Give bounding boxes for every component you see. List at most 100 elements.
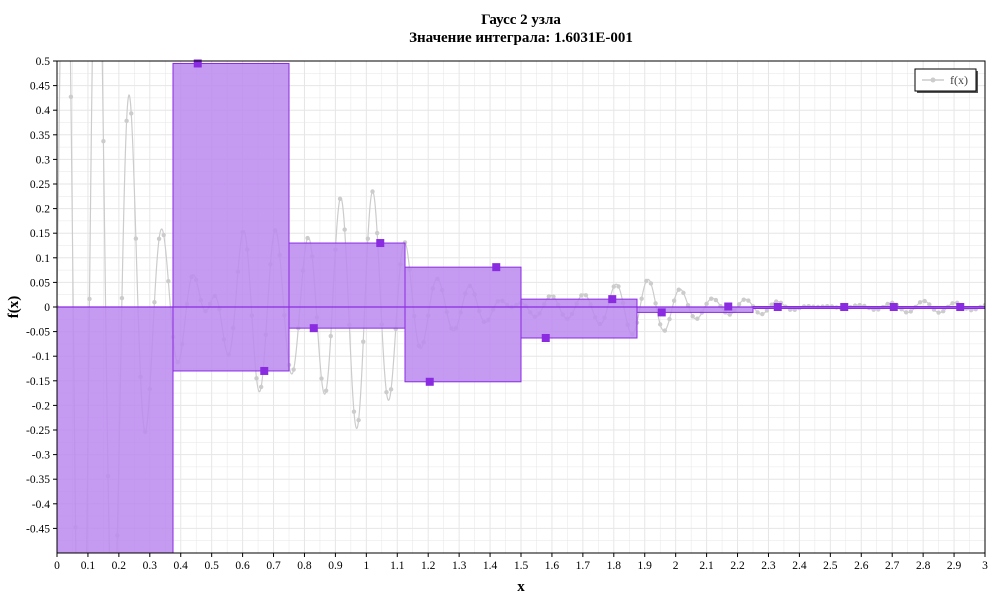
gauss-node [840, 303, 849, 311]
function-point [161, 232, 166, 238]
function-point [755, 310, 760, 315]
chart-subtitle: Значение интеграла: 1.6031E-001 [409, 30, 633, 46]
x-tick-label: 1.9 [638, 560, 653, 572]
function-point [365, 236, 371, 241]
bar [520, 306, 638, 339]
x-tick-label: 2.5 [823, 560, 838, 572]
x-axis-label: x [517, 579, 525, 595]
x-tick-label: 0.4 [174, 560, 189, 572]
gauss-node [193, 59, 202, 68]
function-point [129, 111, 134, 116]
function-point [254, 376, 259, 381]
bar [172, 306, 290, 372]
x-tick-label: 2 [673, 560, 679, 572]
gauss-node [309, 324, 318, 333]
y-tick-label: 0.35 [30, 130, 50, 142]
bar [404, 266, 522, 308]
y-tick-label: 0.25 [30, 179, 50, 191]
function-point [760, 311, 765, 317]
x-tick-label: 0.3 [143, 560, 158, 572]
function-point [319, 376, 324, 381]
y-tick-label: -0.3 [32, 450, 50, 462]
function-point [936, 310, 941, 315]
function-point [667, 316, 672, 322]
x-axis-ticks: 0 0.1 0.2 0.3 0.4 0.5 0.6 0.7 0.8 0.9 1 1.1 1.2 1.3 1.… [54, 553, 988, 572]
function-point [713, 297, 719, 303]
gauss-node [608, 295, 617, 304]
function-point [704, 301, 709, 307]
x-tick-label: 0.2 [112, 560, 127, 572]
chart-title: Гаусс 2 узла [481, 12, 561, 28]
x-tick-label: 0.8 [297, 560, 312, 572]
function-point [927, 302, 932, 307]
legend: f(x) [914, 68, 978, 93]
function-point [639, 296, 644, 301]
function-point [133, 236, 139, 241]
function-point [648, 281, 654, 286]
x-tick-label: 2.9 [947, 560, 962, 572]
function-point [124, 118, 129, 124]
function-point [583, 293, 589, 298]
function-point [653, 301, 658, 306]
function-point [291, 367, 296, 372]
gauss-node [773, 303, 782, 311]
gauss-node [492, 263, 501, 272]
function-point [941, 308, 946, 314]
function-point [917, 300, 923, 305]
y-axis-label: f(x) [6, 296, 22, 319]
x-tick-label: 2.8 [916, 560, 931, 572]
bar [56, 306, 174, 554]
function-point [662, 328, 668, 333]
x-tick-label: 3 [982, 560, 988, 572]
y-tick-label: 0.1 [36, 253, 51, 265]
x-tick-label: 1.8 [607, 560, 622, 572]
x-tick-label: 0.7 [266, 560, 281, 572]
gauss-node [425, 377, 434, 386]
gauss-node [889, 303, 898, 311]
x-tick-label: 1.7 [576, 560, 591, 572]
function-point [361, 339, 366, 344]
bar [404, 306, 522, 383]
function-point [769, 302, 774, 307]
x-tick-label: 0.1 [81, 560, 96, 572]
function-point [922, 298, 927, 304]
function-point [690, 314, 695, 319]
function-point [546, 294, 552, 299]
function-point [727, 312, 732, 317]
y-axis-ticks: 0.5 0.45 0.4 0.35 0.3 0.25 0.2 0.15 0.1 0.05 0 -0.0… [26, 56, 57, 535]
gauss-node [657, 308, 666, 317]
gauss-nodes [193, 59, 965, 386]
x-tick-label: 2.1 [699, 560, 714, 572]
function-point [337, 196, 343, 201]
function-point [384, 389, 389, 395]
x-tick-label: 0.9 [328, 560, 343, 572]
function-point [551, 294, 556, 299]
x-tick-label: 1.1 [390, 560, 405, 572]
x-tick-label: 1.4 [483, 560, 498, 572]
x-tick-label: 2.6 [854, 560, 869, 572]
x-tick-label: 0.5 [204, 560, 219, 572]
function-point [908, 309, 913, 314]
y-tick-label: 0.05 [30, 277, 50, 289]
legend-box [914, 68, 977, 92]
function-point [616, 284, 621, 289]
function-point [774, 299, 779, 304]
gauss-node [260, 366, 269, 375]
function-point [736, 302, 742, 307]
function-point [968, 307, 974, 313]
x-tick-label: 0 [54, 560, 60, 572]
function-point [152, 300, 157, 305]
y-tick-label: -0.35 [26, 474, 50, 486]
bar [288, 242, 406, 308]
bar [288, 306, 406, 329]
function-point [356, 417, 361, 423]
function-point [685, 302, 691, 308]
y-tick-label: -0.1 [32, 351, 50, 363]
gauss-node [541, 333, 550, 342]
y-tick-label: -0.4 [32, 499, 50, 511]
function-point [374, 230, 380, 236]
x-tick-label: 1.2 [421, 560, 436, 572]
x-tick-label: 2.4 [792, 560, 807, 572]
function-point [746, 298, 751, 303]
